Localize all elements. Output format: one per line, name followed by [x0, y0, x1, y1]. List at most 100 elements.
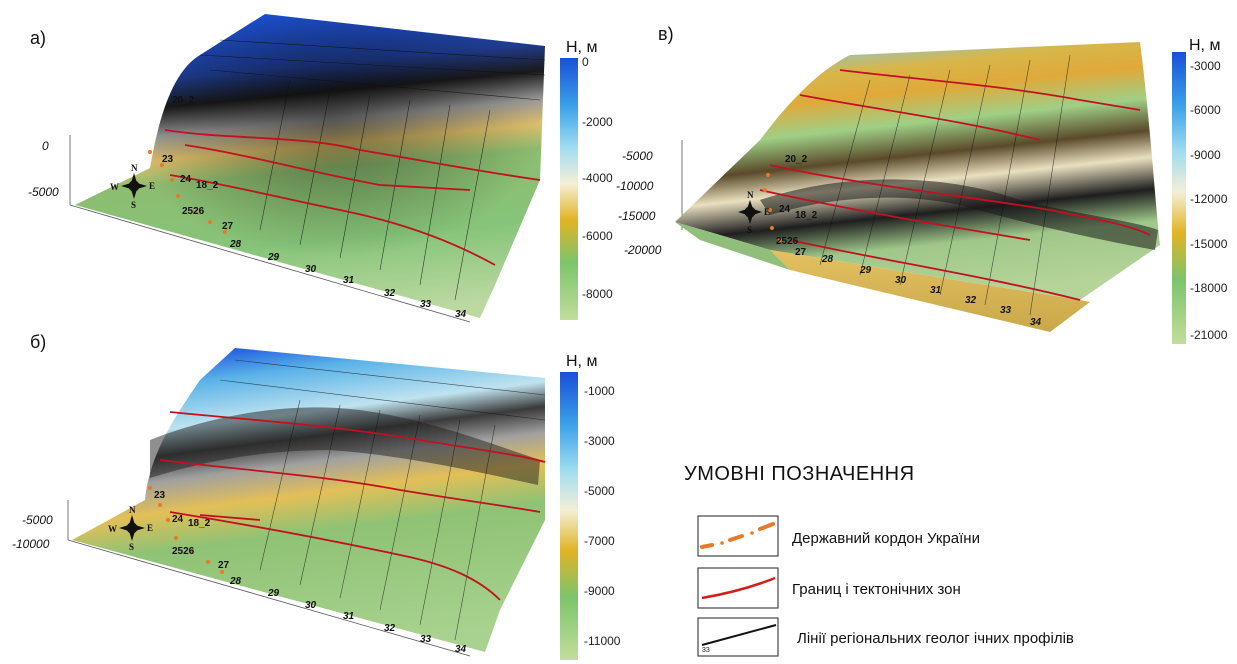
panel-v-front-left [675, 222, 790, 270]
panel-b-label: 24 [172, 514, 184, 525]
panel-a-label: 24 [180, 174, 192, 185]
compass-n: N [131, 163, 138, 173]
colorbar-tick: -4000 [582, 171, 613, 185]
colorbar-tick: -9000 [1190, 148, 1221, 162]
panel-b-colorbar-title: Н, м [566, 353, 597, 370]
panel-a-front-axis [69, 204, 471, 323]
panel-v-profile-number: 31 [930, 285, 942, 296]
colorbar-tick: -3000 [1190, 59, 1221, 73]
panel-v-label: 18_2 [795, 210, 818, 221]
colorbar-tick: -9000 [584, 584, 615, 598]
colorbar-tick: -21000 [1190, 328, 1228, 342]
panel-v-depth-tick: -10000 [616, 179, 654, 193]
panel-v-border-dots [763, 173, 782, 242]
colorbar-tick: -15000 [1190, 237, 1228, 251]
colorbar-tick: -1000 [584, 384, 615, 398]
panel-b-profile-number: 31 [343, 611, 355, 622]
panel-b-profile-number: 34 [455, 644, 467, 655]
panel-a-colorbar-title: Н, м [566, 39, 597, 56]
panel-a-label: 18_2 [196, 180, 219, 191]
panel-b-depth-tick: -10000 [12, 537, 50, 551]
panel-v-colorbar-title: Н, м [1189, 37, 1220, 54]
panel-a-profile-number: 30 [305, 264, 317, 275]
panel-b-label: 18_2 [188, 518, 211, 529]
panel-b-depth-tick: -5000 [22, 513, 53, 527]
panel-a-letter: а) [30, 28, 46, 48]
legend-sample-box [697, 617, 779, 657]
panel-v-tectonic-lines [759, 69, 1151, 301]
colorbar-tick: -7000 [584, 534, 615, 548]
panel-b-label: 23 [154, 490, 166, 501]
panel-v: в) [616, 24, 1228, 344]
panel-v-label: 20_2 [785, 154, 808, 165]
border-dash [728, 534, 744, 542]
colorbar-tick: -6000 [582, 229, 613, 243]
border-dash [700, 543, 714, 549]
panel-v-profile-number: 29 [859, 265, 872, 276]
panel-a-label: 23 [162, 154, 174, 165]
panel-a-label: 20_2 [172, 95, 195, 106]
legend-item-profiles: 33 Лінії регіональних геолог ічних профі… [697, 617, 1074, 657]
panel-b-profile-number: 29 [267, 588, 280, 599]
panel-a-border-dots [148, 150, 227, 234]
colorbar-tick: -12000 [1190, 192, 1228, 206]
border-dot [720, 541, 724, 545]
compass-w: W [110, 182, 119, 192]
compass-s: S [129, 542, 134, 552]
compass-e: E [149, 181, 155, 191]
panel-v-front-face [770, 250, 1090, 332]
colorbar-tick: -11000 [584, 634, 621, 648]
panel-b-letter: б) [30, 332, 46, 352]
panel-a-label: 2526 [182, 206, 205, 217]
panel-b-profile-number: 30 [305, 600, 317, 611]
panel-v-depth-tick: -15000 [618, 209, 656, 223]
panel-v-depth-tick: -5000 [622, 149, 653, 163]
colorbar-tick: -2000 [582, 115, 613, 129]
panel-a-colorbar [560, 58, 578, 320]
panel-v-surface [675, 42, 1160, 300]
panel-v-letter: в) [658, 24, 674, 44]
legend-sample-number: 33 [702, 647, 710, 654]
panel-v-profile-number: 30 [895, 275, 907, 286]
tectonic-line-sample [701, 576, 776, 600]
legend: УМОВНІ ПОЗНАЧЕННЯ Державний кордон Украї… [684, 463, 1074, 657]
border-dash [758, 522, 775, 531]
legend-label-state-border: Державний кордон України [792, 530, 980, 547]
panel-v-profile-number: 33 [1000, 305, 1012, 316]
panel-v-profile-number: 28 [821, 254, 834, 265]
panel-a-profile-number: 31 [343, 275, 355, 286]
panel-b-label: 27 [218, 560, 230, 571]
panel-a-profile-number: 29 [267, 252, 280, 263]
border-dot [750, 531, 754, 535]
legend-label-profiles: Лінії регіональних геолог ічних профілів [797, 630, 1074, 647]
colorbar-tick: -8000 [582, 287, 613, 301]
panel-b-profile-number: 28 [229, 576, 242, 587]
panel-v-label: 24 [779, 204, 791, 215]
panel-v-dark-band [760, 179, 1158, 250]
panel-v-compass-icon: N S E [738, 190, 770, 235]
compass-n: N [747, 190, 754, 200]
colorbar-tick: -5000 [584, 484, 615, 498]
colorbar-tick: -6000 [1190, 103, 1221, 117]
panel-b-colorbar-ticks: -1000 -3000 -5000 -7000 -9000 -11000 [584, 384, 621, 648]
panel-b-front-axis [67, 539, 471, 657]
panel-v-profile-number: 32 [965, 295, 977, 306]
panel-b-tectonic-lines [159, 411, 546, 601]
panel-a-profile-number: 34 [455, 309, 467, 320]
panel-v-colorbar-ticks: -3000 -6000 -9000 -12000 -15000 -18000 -… [1190, 59, 1228, 342]
panel-a-depth-tick: -5000 [28, 185, 59, 199]
panel-a-depth-tick: 0 [42, 139, 49, 153]
panel-v-depth-tick: -20000 [624, 243, 662, 257]
panel-b-label: 2526 [172, 546, 195, 557]
panel-b-profile-number: 33 [420, 634, 432, 645]
panel-v-label: 2526 [776, 236, 799, 247]
panel-a-profile-number: 33 [420, 299, 432, 310]
colorbar-tick: -18000 [1190, 281, 1228, 295]
compass-e: E [764, 207, 770, 217]
compass-e: E [147, 523, 153, 533]
panel-v-label: 27 [795, 247, 807, 258]
panel-a-profile-number: 28 [229, 239, 242, 250]
colorbar-tick: -3000 [584, 434, 615, 448]
panel-a-compass-icon: N S E W [110, 163, 155, 210]
